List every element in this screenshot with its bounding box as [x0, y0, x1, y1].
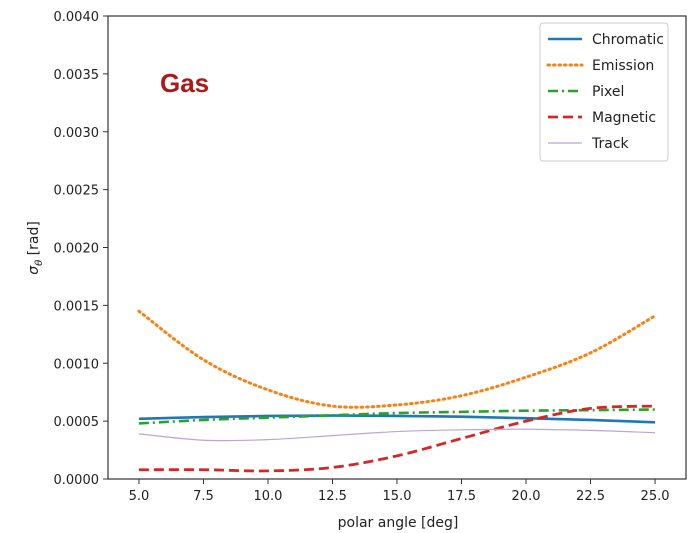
x-tick-label: 5.0 [129, 489, 150, 504]
y-tick-label: 0.0035 [54, 68, 100, 83]
legend-box [539, 22, 669, 162]
series-line-magnetic [138, 404, 656, 473]
x-tick-label: 15.0 [383, 489, 412, 504]
y-tick-label: 0.0025 [54, 184, 100, 199]
x-tick-label: 7.5 [193, 489, 214, 504]
x-tick-label: 20.0 [512, 489, 541, 504]
series-line-chromatic [138, 414, 656, 424]
legend-label-pixel: Pixel [592, 84, 624, 100]
y-tick-label: 0.0005 [54, 415, 100, 430]
x-axis-label: polar angle [deg] [338, 515, 459, 531]
x-tick-label: 17.5 [447, 489, 476, 504]
legend-label-track: Track [591, 136, 630, 152]
y-tick-label: 0.0000 [54, 473, 100, 488]
legend-label-emission: Emission [592, 58, 654, 74]
x-tick-label: 25.0 [641, 489, 670, 504]
legend-label-chromatic: Chromatic [592, 32, 664, 48]
x-tick-label: 10.0 [254, 489, 283, 504]
series-line-pixel [138, 408, 656, 425]
y-axis-label: σθ [rad] [26, 221, 45, 275]
series-line-track [138, 428, 656, 442]
x-tick-label: 12.5 [318, 489, 347, 504]
y-tick-label: 0.0015 [54, 299, 100, 314]
x-tick-label: 22.5 [576, 489, 605, 504]
series-line-emission [137, 309, 657, 409]
y-tick-label: 0.0040 [54, 10, 100, 25]
y-tick-label: 0.0010 [54, 357, 100, 372]
annotation-gas: Gas [160, 68, 209, 98]
y-tick-label: 0.0020 [54, 242, 100, 257]
y-tick-label: 0.0030 [54, 126, 100, 141]
legend-label-magnetic: Magnetic [592, 110, 656, 126]
